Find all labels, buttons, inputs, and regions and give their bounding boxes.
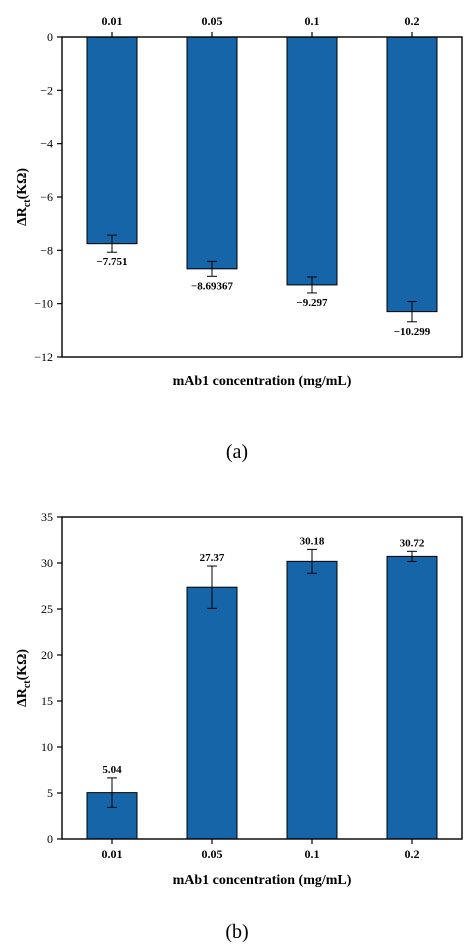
data-label: −8.69367	[191, 280, 234, 292]
x-tick-label: 0.05	[202, 14, 223, 28]
bar	[286, 36, 338, 286]
plot-frame	[61, 36, 463, 358]
y-tick-label: 25	[41, 602, 53, 616]
y-axis-title-unit: (KΩ)	[15, 168, 30, 200]
y-axis-title-main: ΔR	[15, 206, 30, 226]
bar	[86, 36, 138, 245]
y-tick-label: −10	[34, 297, 53, 311]
y-tick-label: −6	[40, 190, 53, 204]
y-tick-label: −8	[40, 243, 53, 257]
x-tick-label: 0.1	[305, 14, 320, 28]
x-tick-label: 0.1	[305, 847, 320, 861]
y-tick-label: 0	[47, 30, 53, 44]
bar	[286, 560, 338, 840]
y-tick-label: 30	[41, 556, 53, 570]
y-axis-title-main: ΔR	[15, 687, 30, 707]
x-axis-title: mAb1 concentration (mg/mL)	[173, 873, 352, 888]
x-tick-label: 0.2	[405, 14, 420, 28]
x-tick-label: 0.01	[102, 847, 123, 861]
y-tick-label: 10	[41, 740, 53, 754]
y-tick-label: 15	[41, 694, 53, 708]
data-label: 30.72	[400, 537, 425, 549]
y-tick-label: −2	[40, 83, 53, 97]
plot-frame	[61, 516, 463, 840]
panel-label: (b)	[225, 921, 248, 943]
y-tick-label: 20	[41, 648, 53, 662]
chart-a: 0 −2 −4 −6 −8 −10 −12 −7.751 0.01 −8.69367 0.05 −9.…	[15, 14, 463, 463]
y-axis-title: ΔRct(KΩ)	[15, 168, 33, 226]
data-label: 5.04	[102, 764, 122, 776]
bar	[186, 36, 238, 270]
data-label: 27.37	[200, 552, 225, 564]
data-label: −10.299	[394, 326, 431, 338]
y-axis-title: ΔRct(KΩ)	[15, 649, 33, 707]
bar	[186, 586, 238, 840]
data-label: −7.751	[96, 256, 127, 268]
y-tick-label: 0	[47, 832, 53, 846]
y-axis-title-unit: (KΩ)	[15, 649, 30, 681]
x-axis-title: mAb1 concentration (mg/mL)	[173, 374, 352, 389]
x-tick-label: 0.01	[102, 14, 123, 28]
x-tick-label: 0.2	[405, 847, 420, 861]
bar	[386, 555, 438, 840]
y-tick-label: −12	[34, 350, 53, 364]
y-tick-label: 5	[47, 786, 53, 800]
x-tick-label: 0.05	[202, 847, 223, 861]
y-axis-title-sub: ct	[22, 199, 33, 207]
panel-label: (a)	[226, 441, 248, 463]
data-label: 30.18	[300, 535, 325, 547]
bar	[386, 36, 438, 313]
chart-b: 0 5 10 15 20 25 30 35 5.04 0.01 27.37 0.05 30.18 0.1 3…	[15, 510, 463, 943]
y-tick-label: 35	[41, 510, 53, 524]
y-axis-title-sub: ct	[22, 680, 33, 688]
y-tick-label: −4	[40, 137, 53, 151]
data-label: −9.297	[296, 297, 328, 309]
